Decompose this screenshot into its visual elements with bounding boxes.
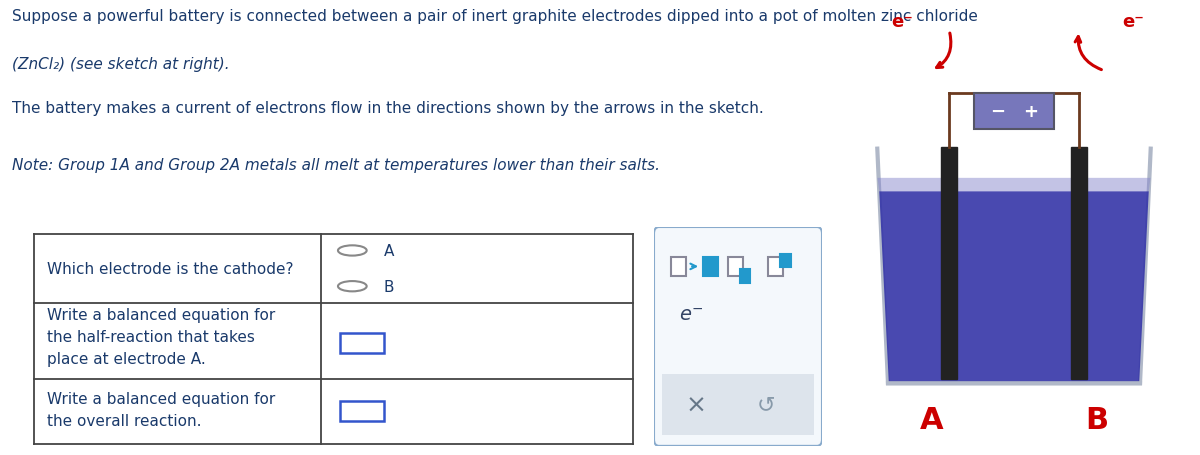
Bar [671,257,686,277]
Text: Write a balanced equation for
the half-reaction that takes
place at electrode A.: Write a balanced equation for the half-r… [47,307,275,366]
Polygon shape [877,178,1151,192]
Text: ×: × [685,392,707,416]
Bar [739,269,750,283]
Text: A: A [919,405,943,434]
Text: A: A [384,243,394,258]
Bar [941,147,958,379]
Text: e⁻: e⁻ [1122,13,1144,31]
Text: Suppose a powerful battery is connected between a pair of inert graphite electro: Suppose a powerful battery is connected … [12,9,978,24]
Text: $e^{-}$: $e^{-}$ [679,305,704,324]
Bar [340,401,384,421]
Text: $\circlearrowleft$: $\circlearrowleft$ [751,394,775,415]
Text: Which electrode is the cathode?: Which electrode is the cathode? [47,261,293,276]
Bar [340,334,384,354]
Bar [780,254,791,268]
Text: −: − [990,102,1006,121]
Polygon shape [880,192,1148,381]
Bar [974,94,1054,129]
Text: (ZnCl₂) (see sketch at right).: (ZnCl₂) (see sketch at right). [12,57,229,72]
Text: +: + [1022,102,1038,121]
Text: e⁻: e⁻ [892,13,913,31]
Text: B: B [1085,405,1109,434]
Text: B: B [384,279,394,294]
Bar [703,257,718,277]
Bar [768,257,784,277]
Text: Write a balanced equation for
the overall reaction.: Write a balanced equation for the overal… [47,391,275,428]
Bar [728,257,743,277]
Text: Note: Group 1A and Group 2A metals all melt at temperatures lower than their sal: Note: Group 1A and Group 2A metals all m… [12,157,660,172]
Bar [1070,147,1087,379]
Text: The battery makes a current of electrons flow in the directions shown by the arr: The battery makes a current of electrons… [12,101,763,116]
FancyBboxPatch shape [654,228,822,446]
Bar [662,374,814,435]
